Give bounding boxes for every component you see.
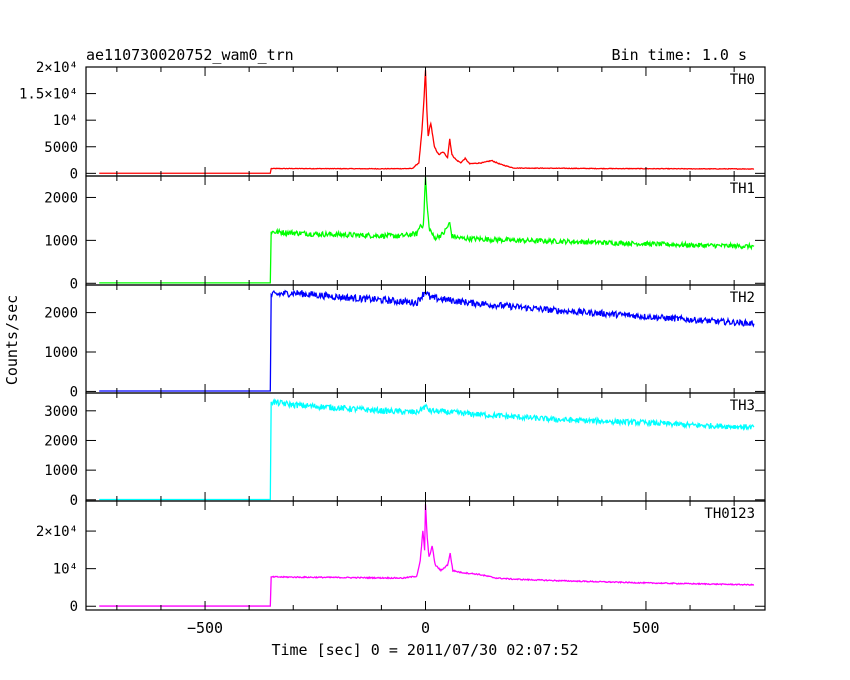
series-line-th2 [99,289,755,392]
panel-th3: TH3 0 1000 2000 3000 [44,392,766,509]
y-tick-label: 2×10⁴ [36,524,78,540]
y-tick-label: 2×10⁴ [36,60,78,76]
panel-th0: TH0 0 5000 10⁴ 1.5×10⁴ 2×10⁴ [19,60,766,182]
y-tick-label: 0 [70,276,78,292]
panel-frame [85,284,766,394]
series-line-th1 [99,176,755,284]
y-tick-label: 1000 [44,463,78,479]
x-tick-label: 500 [632,619,659,637]
x-tick-label: 0 [421,619,430,637]
y-tick-label: 3000 [44,404,78,420]
x-tick-label: −500 [187,619,223,637]
y-tick-label: 0 [70,599,78,615]
panel-label: TH3 [730,398,755,414]
panel-th1: TH1 0 1000 2000 [44,175,766,292]
panel-frame [85,392,766,502]
panels-group: TH00500010⁴1.5×10⁴2×10⁴TH1010002000TH201… [19,60,766,637]
y-tick-label: 10⁴ [53,562,78,578]
y-tick-label: 10⁴ [53,113,78,129]
panel-frame [85,175,766,286]
series-line-th0 [99,70,755,174]
y-tick-label: 2000 [44,190,78,206]
y-tick-label: 0 [70,384,78,400]
panel-label: TH0 [730,72,755,88]
chart-title: ae110730020752_wam0_trn [86,46,294,64]
panel-th2: TH2 0 1000 2000 [44,284,766,400]
y-tick-label: 2000 [44,306,78,322]
y-tick-label: 0 [70,166,78,182]
series-line-th3 [99,398,755,501]
panel-th0123: TH0123 0 10⁴ 2×10⁴ [36,500,766,615]
y-tick-label: 2000 [44,433,78,449]
panel-label: TH2 [730,290,755,306]
x-axis-label: Time [sec] 0 = 2011/07/30 02:07:52 [271,641,578,659]
y-tick-label: 5000 [44,140,78,156]
y-tick-label: 1.5×10⁴ [19,87,78,103]
y-tick-label: 1000 [44,233,78,249]
y-tick-label: 0 [70,493,78,509]
series-line-th0123 [99,504,755,607]
panel-label: TH1 [730,181,755,197]
y-tick-label: 1000 [44,345,78,361]
panel-label: TH0123 [704,506,755,522]
y-axis-label: Counts/sec [3,295,21,385]
bin-time-label: Bin time: 1.0 s [612,46,747,64]
